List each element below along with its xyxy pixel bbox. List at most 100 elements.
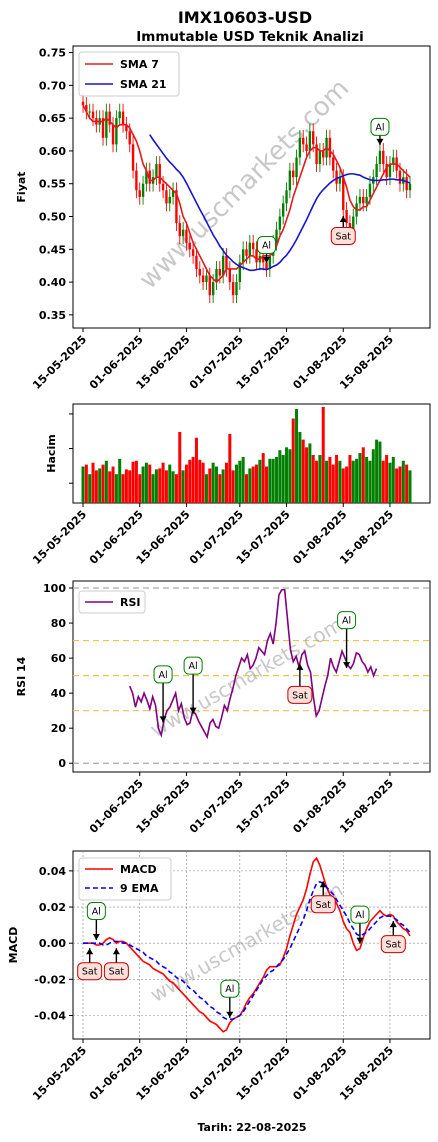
volume-bar bbox=[365, 456, 369, 503]
y-tick-label: 60 bbox=[51, 652, 67, 665]
candle-body bbox=[368, 183, 372, 197]
candle-body bbox=[365, 196, 368, 204]
candle-body bbox=[135, 170, 138, 191]
sell-signal-box bbox=[330, 226, 356, 245]
candle-body bbox=[148, 170, 151, 184]
sma7-line bbox=[82, 104, 411, 284]
y-tick-label: 0 bbox=[58, 757, 66, 770]
candle-body bbox=[171, 190, 175, 197]
buy-signal-label: Al bbox=[342, 616, 351, 627]
candle-body bbox=[312, 131, 315, 145]
volume-bar bbox=[375, 439, 379, 503]
volume-bar bbox=[131, 461, 135, 503]
volume-bar bbox=[388, 462, 392, 503]
volume-bar bbox=[395, 468, 399, 503]
legend: SMA 7 SMA 21 bbox=[78, 51, 180, 97]
sma21-line bbox=[149, 134, 411, 272]
buy-signal-box bbox=[183, 656, 203, 675]
volume-bar bbox=[214, 466, 218, 503]
volume-bar bbox=[398, 466, 402, 503]
y-tick-label: 0.40 bbox=[39, 276, 66, 289]
volume-bar bbox=[405, 464, 409, 503]
volume-bar bbox=[211, 462, 215, 503]
candle-body bbox=[398, 170, 402, 184]
candle-body bbox=[191, 249, 195, 256]
volume-bar bbox=[101, 464, 105, 503]
legend-box bbox=[78, 51, 180, 97]
candle-body bbox=[288, 170, 292, 191]
candle-body bbox=[382, 150, 385, 165]
candle-body bbox=[358, 196, 362, 204]
sell-signal-box bbox=[310, 895, 336, 914]
volume-bar bbox=[91, 462, 95, 503]
buy-signal-arrowhead bbox=[356, 937, 364, 944]
volume-bar bbox=[168, 464, 172, 503]
candle-body bbox=[225, 255, 228, 269]
y-tick-label: 0.00 bbox=[39, 937, 66, 950]
volume-bar bbox=[121, 474, 125, 503]
candle-body bbox=[308, 131, 312, 151]
legend-label-sma21: SMA 21 bbox=[120, 78, 167, 91]
volume-bar bbox=[308, 443, 312, 503]
volume-bar bbox=[371, 449, 375, 503]
plot-frame bbox=[72, 580, 431, 773]
volume-bar bbox=[208, 468, 212, 503]
plot-frame bbox=[72, 45, 431, 329]
candle-body bbox=[338, 177, 342, 184]
volume-panel: 15-05-202501-06-202515-06-202501-07-2025… bbox=[30, 403, 431, 567]
volume-bar bbox=[348, 455, 352, 503]
volume-bar bbox=[118, 458, 122, 503]
candle-body bbox=[352, 216, 355, 230]
candle-body bbox=[278, 216, 282, 230]
buy-signal-label: Al bbox=[92, 907, 101, 918]
legend-label-sma7: SMA 7 bbox=[120, 58, 159, 71]
volume-bar bbox=[355, 458, 359, 503]
candle-body bbox=[155, 164, 158, 178]
volume-bar bbox=[204, 474, 208, 503]
legend: MACD 9 EMA bbox=[78, 857, 172, 901]
volume-bar bbox=[114, 474, 118, 503]
volume-bar bbox=[141, 466, 145, 503]
volume-bar bbox=[148, 464, 152, 503]
y-tick-label: 0.60 bbox=[39, 145, 66, 158]
candle-body bbox=[108, 111, 111, 125]
candle-body bbox=[81, 101, 85, 106]
candle-body bbox=[265, 262, 268, 269]
candle-body bbox=[392, 157, 395, 165]
y-tick-label: 0.65 bbox=[39, 112, 66, 125]
candle-body bbox=[261, 255, 265, 263]
volume-bar bbox=[328, 456, 332, 503]
volume-bar bbox=[325, 460, 329, 503]
candle-body bbox=[385, 164, 388, 178]
volume-bar bbox=[134, 460, 138, 503]
candle-body bbox=[175, 190, 178, 224]
sell-signal-arrowhead bbox=[339, 215, 347, 222]
volume-bar bbox=[144, 462, 148, 503]
volume-bar bbox=[311, 455, 315, 503]
y-axis-label: RSI 14 bbox=[15, 656, 28, 696]
candle-body bbox=[245, 249, 248, 256]
volume-bar bbox=[281, 455, 285, 503]
buy-signal-arrowhead bbox=[263, 256, 271, 263]
volume-bar bbox=[261, 453, 265, 503]
plot-frame bbox=[72, 403, 431, 504]
y-tick-label: 0.04 bbox=[39, 865, 66, 878]
volume-bar bbox=[228, 433, 232, 503]
rsi-panel: www.uscmarkets.comAlAlSatAl0204060801000… bbox=[15, 580, 431, 836]
volume-bar bbox=[181, 470, 185, 503]
volume-bar bbox=[98, 468, 102, 503]
volume-bar bbox=[244, 474, 248, 503]
candle-body bbox=[305, 144, 308, 151]
volume-bar bbox=[161, 462, 165, 503]
y-tick-label: 20 bbox=[51, 722, 67, 735]
volume-bar bbox=[234, 464, 238, 503]
candle-body bbox=[168, 196, 171, 204]
buy-signal-arrowhead bbox=[376, 138, 384, 145]
y-axis-label: Hacim bbox=[45, 434, 58, 472]
candle-body bbox=[315, 144, 318, 165]
candle-body bbox=[218, 268, 222, 276]
candle-body bbox=[285, 190, 288, 204]
candle-body bbox=[255, 249, 258, 263]
volume-bar bbox=[221, 469, 225, 503]
